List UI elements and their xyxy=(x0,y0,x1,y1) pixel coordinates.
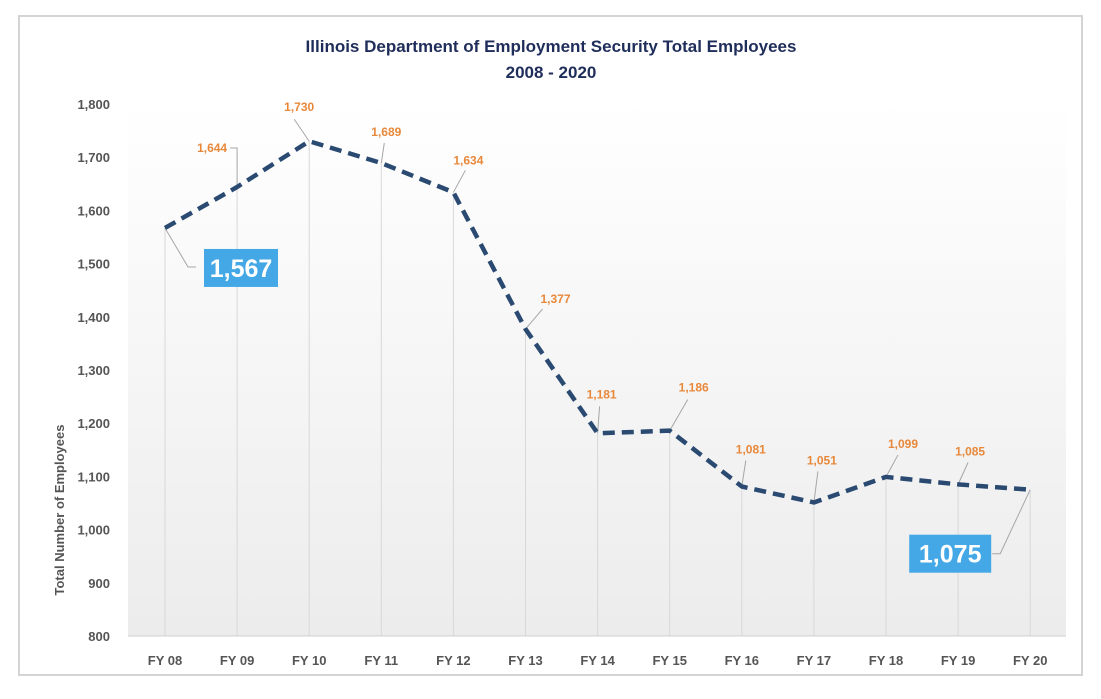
label-leader-line xyxy=(741,460,747,487)
y-tick-label: 1,000 xyxy=(77,523,110,538)
x-tick-label: FY 10 xyxy=(292,653,326,668)
data-label: 1,689 xyxy=(371,125,401,139)
data-label: 1,099 xyxy=(888,437,918,451)
x-tick-label: FY 11 xyxy=(364,653,398,668)
x-tick-label: FY 09 xyxy=(220,653,254,668)
x-tick-label: FY 18 xyxy=(869,653,903,668)
data-label: 1,181 xyxy=(587,387,617,401)
label-leader-line xyxy=(380,142,385,164)
label-leader-line xyxy=(992,489,1031,555)
y-tick-label: 1,500 xyxy=(77,257,110,272)
chart-frame xyxy=(18,15,1083,676)
data-label: 1,634 xyxy=(453,153,483,167)
y-axis-label: Total Number of Employees xyxy=(52,425,67,596)
label-leader-line xyxy=(813,471,819,503)
label-leader-line xyxy=(525,308,543,330)
x-tick-label: FY 12 xyxy=(436,653,470,668)
series-line xyxy=(163,138,1031,505)
x-tick-label: FY 13 xyxy=(508,653,542,668)
label-leader-line xyxy=(885,454,899,478)
y-tick-label: 800 xyxy=(88,629,110,644)
label-leader-line xyxy=(293,118,310,142)
x-tick-label: FY 16 xyxy=(725,653,759,668)
data-label: 1,081 xyxy=(736,443,766,457)
highlight-label-box xyxy=(909,534,992,573)
y-tick-label: 1,700 xyxy=(77,150,110,165)
y-tick-label: 1,200 xyxy=(77,416,110,431)
y-tick-label: 1,300 xyxy=(77,363,110,378)
y-tick-label: 1,400 xyxy=(77,310,110,325)
y-tick-label: 1,600 xyxy=(77,203,110,218)
label-leader-line xyxy=(230,147,238,187)
x-tick-label: FY 17 xyxy=(797,653,831,668)
chart-title: Illinois Department of Employment Securi… xyxy=(306,37,797,56)
x-tick-label: FY 15 xyxy=(652,653,686,668)
data-label: 1,051 xyxy=(807,453,837,467)
data-label: 1,377 xyxy=(540,292,570,306)
x-tick-label: FY 14 xyxy=(580,653,615,668)
y-tick-label: 1,800 xyxy=(77,97,110,112)
data-label: 1,644 xyxy=(197,141,227,155)
highlight-data-label: 1,075 xyxy=(919,541,982,569)
data-label: 1,186 xyxy=(679,381,709,395)
label-leader-line xyxy=(957,462,969,485)
data-label: 1,085 xyxy=(955,444,985,458)
y-tick-label: 900 xyxy=(88,576,110,591)
x-tick-label: FY 08 xyxy=(148,653,182,668)
chart-subtitle: 2008 - 2020 xyxy=(506,63,597,82)
y-tick-label: 1,100 xyxy=(77,469,110,484)
data-label: 1,730 xyxy=(284,100,314,114)
label-leader-line xyxy=(597,406,601,434)
label-leader-line xyxy=(669,399,689,431)
x-tick-label: FY 19 xyxy=(941,653,975,668)
label-leader-line xyxy=(452,170,466,193)
label-leader-line xyxy=(164,227,196,268)
x-tick-label: FY 20 xyxy=(1013,653,1047,668)
highlight-data-label: 1,567 xyxy=(210,255,273,283)
highlight-label-box xyxy=(204,248,278,287)
